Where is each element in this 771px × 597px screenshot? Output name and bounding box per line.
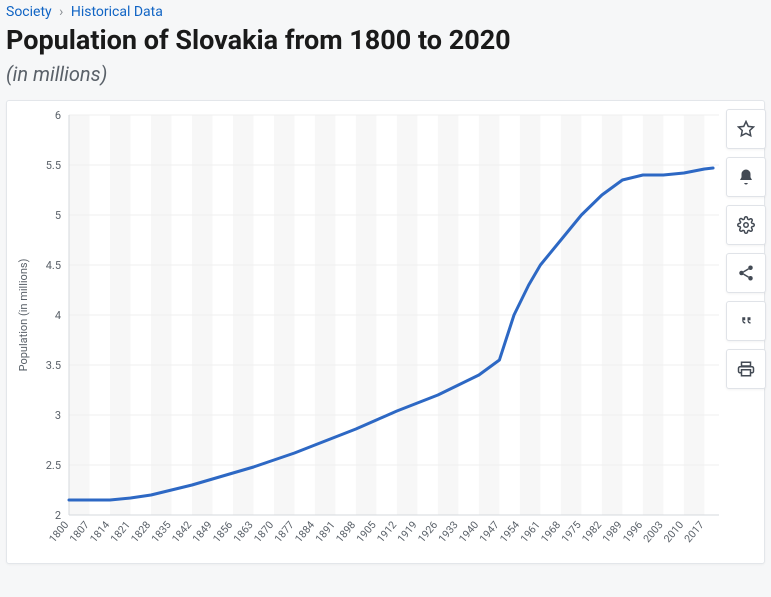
svg-text:1877: 1877	[272, 518, 297, 545]
line-chart: 22.533.544.555.5618001807181418211828183…	[7, 101, 767, 565]
alert-button[interactable]	[726, 157, 766, 197]
svg-text:1961: 1961	[518, 518, 543, 544]
quote-icon	[737, 312, 755, 330]
svg-text:1807: 1807	[67, 518, 92, 545]
svg-text:1968: 1968	[538, 518, 563, 545]
svg-text:1835: 1835	[149, 518, 174, 545]
share-icon	[737, 264, 755, 282]
svg-text:1940: 1940	[456, 518, 481, 545]
svg-text:4: 4	[55, 309, 61, 322]
svg-text:6: 6	[55, 109, 61, 122]
svg-text:1905: 1905	[354, 518, 379, 545]
svg-text:5: 5	[55, 209, 61, 222]
svg-text:5.5: 5.5	[46, 159, 61, 172]
svg-text:1898: 1898	[333, 518, 358, 545]
chart-area: 22.533.544.555.5618001807181418211828183…	[7, 101, 764, 563]
svg-text:1982: 1982	[579, 518, 604, 545]
page-title: Population of Slovakia from 1800 to 2020	[6, 24, 765, 58]
svg-text:4.5: 4.5	[46, 259, 61, 272]
svg-text:1814: 1814	[87, 518, 112, 545]
svg-text:1919: 1919	[395, 518, 420, 545]
svg-text:1821: 1821	[108, 518, 133, 544]
svg-text:1828: 1828	[128, 518, 153, 545]
svg-text:Population (in millions): Population (in millions)	[17, 258, 30, 371]
share-button[interactable]	[726, 253, 766, 293]
svg-text:2003: 2003	[641, 518, 666, 545]
svg-text:2.5: 2.5	[46, 459, 61, 472]
svg-text:1947: 1947	[477, 518, 502, 545]
svg-text:1863: 1863	[231, 518, 256, 545]
svg-text:1842: 1842	[169, 518, 194, 545]
svg-text:1870: 1870	[251, 518, 276, 545]
page-subtitle: (in millions)	[6, 62, 765, 86]
bell-icon	[737, 168, 755, 186]
breadcrumb-subcategory[interactable]: Historical Data	[71, 4, 163, 20]
svg-text:1989: 1989	[600, 518, 625, 545]
favorite-button[interactable]	[726, 109, 766, 149]
svg-text:3.5: 3.5	[46, 359, 61, 372]
svg-text:1856: 1856	[210, 518, 235, 545]
print-icon	[737, 360, 755, 378]
svg-text:1849: 1849	[190, 518, 215, 545]
cite-button[interactable]	[726, 301, 766, 341]
svg-text:1954: 1954	[497, 518, 522, 545]
breadcrumb-separator: ›	[59, 4, 63, 20]
star-icon	[737, 120, 755, 138]
gear-icon	[737, 216, 755, 234]
svg-text:2010: 2010	[661, 518, 686, 545]
svg-text:1996: 1996	[620, 518, 645, 545]
breadcrumb: Society › Historical Data	[0, 0, 771, 22]
svg-text:1975: 1975	[559, 518, 584, 545]
breadcrumb-category[interactable]: Society	[6, 4, 52, 20]
svg-text:1891: 1891	[313, 518, 338, 544]
svg-text:1933: 1933	[436, 518, 461, 545]
svg-text:3: 3	[55, 409, 61, 422]
svg-text:1800: 1800	[46, 518, 71, 545]
action-rail	[726, 109, 766, 389]
settings-button[interactable]	[726, 205, 766, 245]
title-block: Population of Slovakia from 1800 to 2020…	[0, 22, 771, 86]
print-button[interactable]	[726, 349, 766, 389]
chart-card: 22.533.544.555.5618001807181418211828183…	[6, 100, 765, 564]
svg-text:1926: 1926	[415, 518, 440, 545]
svg-text:1912: 1912	[374, 518, 399, 545]
svg-text:2017: 2017	[682, 518, 707, 545]
svg-text:1884: 1884	[292, 518, 317, 545]
